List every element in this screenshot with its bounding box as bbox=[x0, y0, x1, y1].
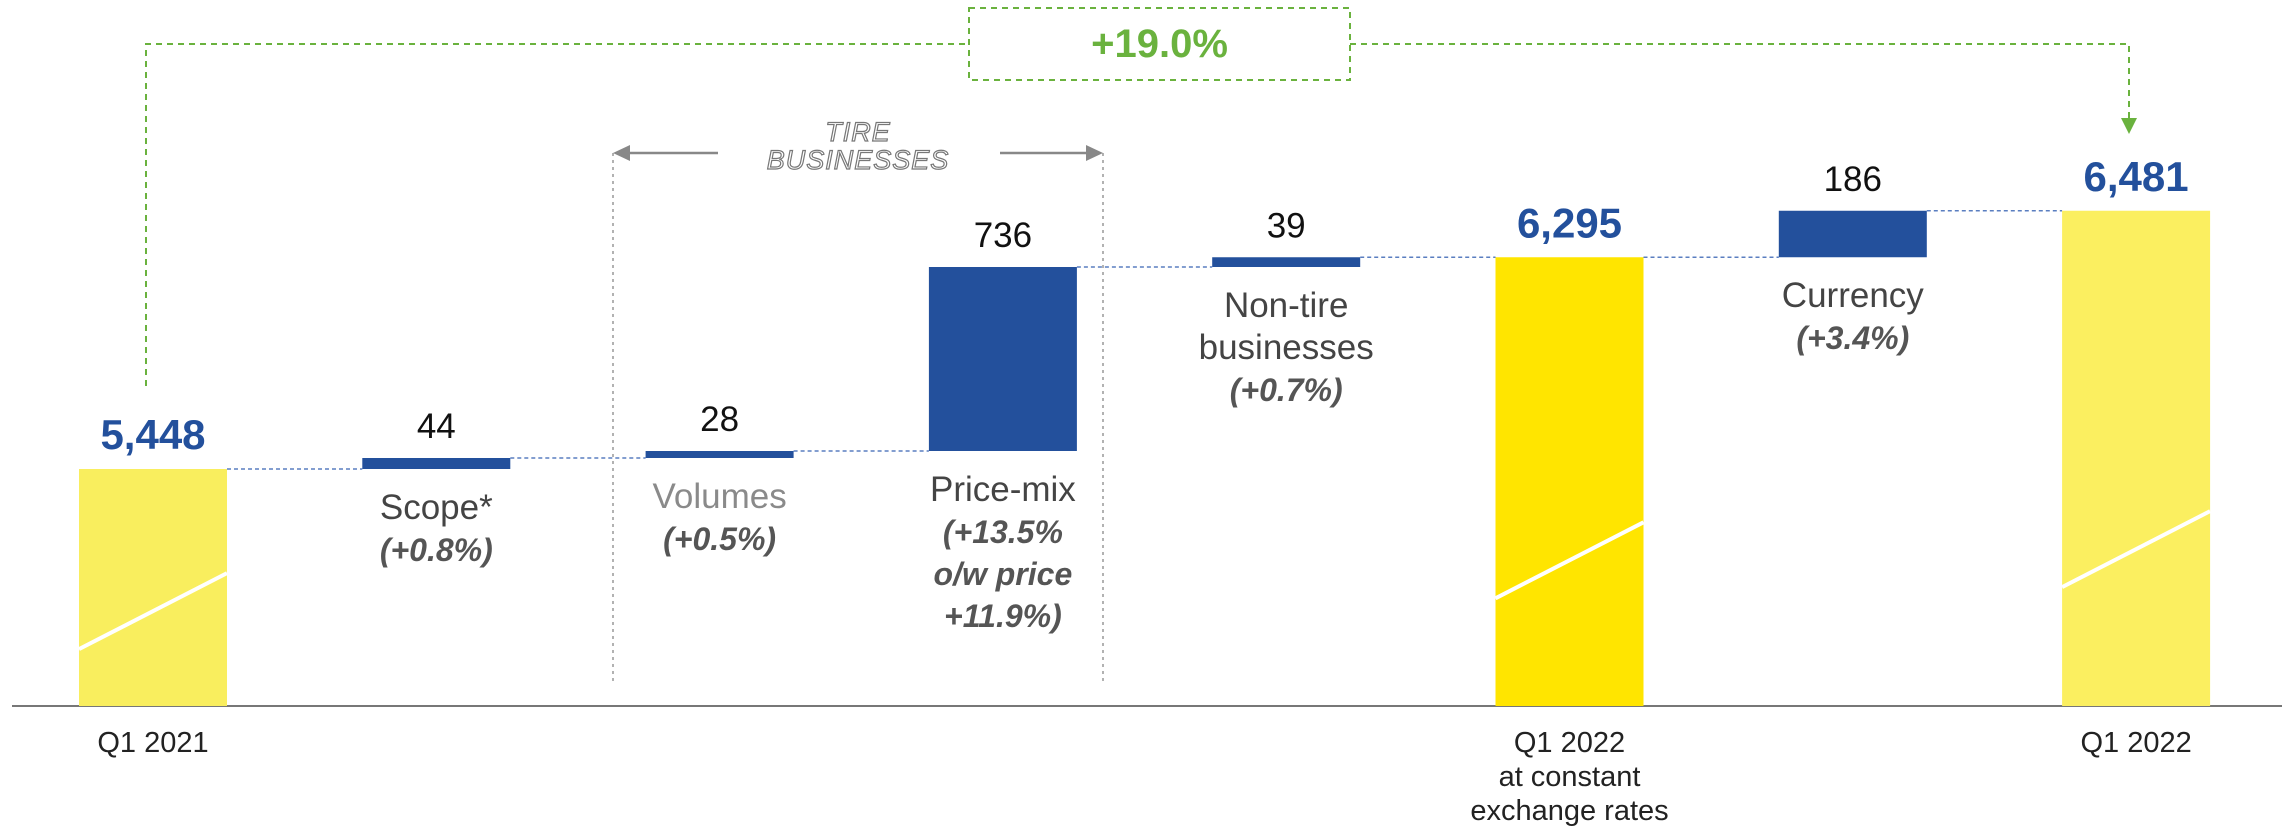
bar bbox=[1495, 257, 1644, 706]
change-label: (+0.8%) bbox=[379, 532, 493, 568]
bar-decoration bbox=[78, 571, 228, 651]
category-label: Scope* bbox=[379, 488, 493, 527]
change-label: (+13.5% o/w price +11.9%) bbox=[933, 514, 1073, 634]
change-label: (+3.4%) bbox=[1796, 320, 1910, 357]
bar bbox=[79, 469, 227, 706]
growth-arrowhead bbox=[2121, 118, 2137, 134]
total-label: 6,481 bbox=[2084, 153, 2189, 200]
change-label: (+0.7%) bbox=[1229, 372, 1343, 408]
bar bbox=[362, 458, 511, 469]
change-label: (+0.5%) bbox=[663, 521, 777, 557]
value-label: 44 bbox=[417, 407, 456, 446]
bar-decoration bbox=[2061, 509, 2212, 589]
growth-line bbox=[1350, 43, 2130, 120]
category-label: Q1 2021 bbox=[97, 727, 209, 759]
bar bbox=[2062, 210, 2211, 706]
value-label: 39 bbox=[1267, 206, 1306, 245]
category-label: Q1 2022 bbox=[2080, 727, 2192, 759]
total-label: 5,448 bbox=[100, 411, 205, 458]
category-label: Currency bbox=[1781, 276, 1924, 316]
value-label: 28 bbox=[700, 400, 739, 439]
value-label: 186 bbox=[1824, 160, 1882, 199]
category-label: Non-tire businesses bbox=[1198, 286, 1374, 367]
bracket-arrowhead bbox=[1086, 145, 1103, 161]
category-label: Q1 2022 at constant exchange rates bbox=[1470, 727, 1669, 827]
bar bbox=[1212, 257, 1361, 267]
growth-box bbox=[968, 7, 1351, 81]
category-label: Volumes bbox=[652, 477, 787, 516]
value-label: 736 bbox=[974, 216, 1032, 255]
bar bbox=[1778, 210, 1927, 258]
bracket-arrowhead bbox=[613, 145, 630, 161]
category-label: Price-mix bbox=[929, 470, 1076, 509]
bar bbox=[645, 451, 794, 458]
bracket-label: TIRE BUSINESSES bbox=[766, 117, 950, 175]
growth-label: +19.0% bbox=[1091, 22, 1228, 66]
total-label: 6,295 bbox=[1517, 199, 1622, 246]
bar-decoration bbox=[1494, 520, 1645, 601]
growth-line bbox=[145, 43, 969, 386]
bar bbox=[928, 267, 1077, 451]
